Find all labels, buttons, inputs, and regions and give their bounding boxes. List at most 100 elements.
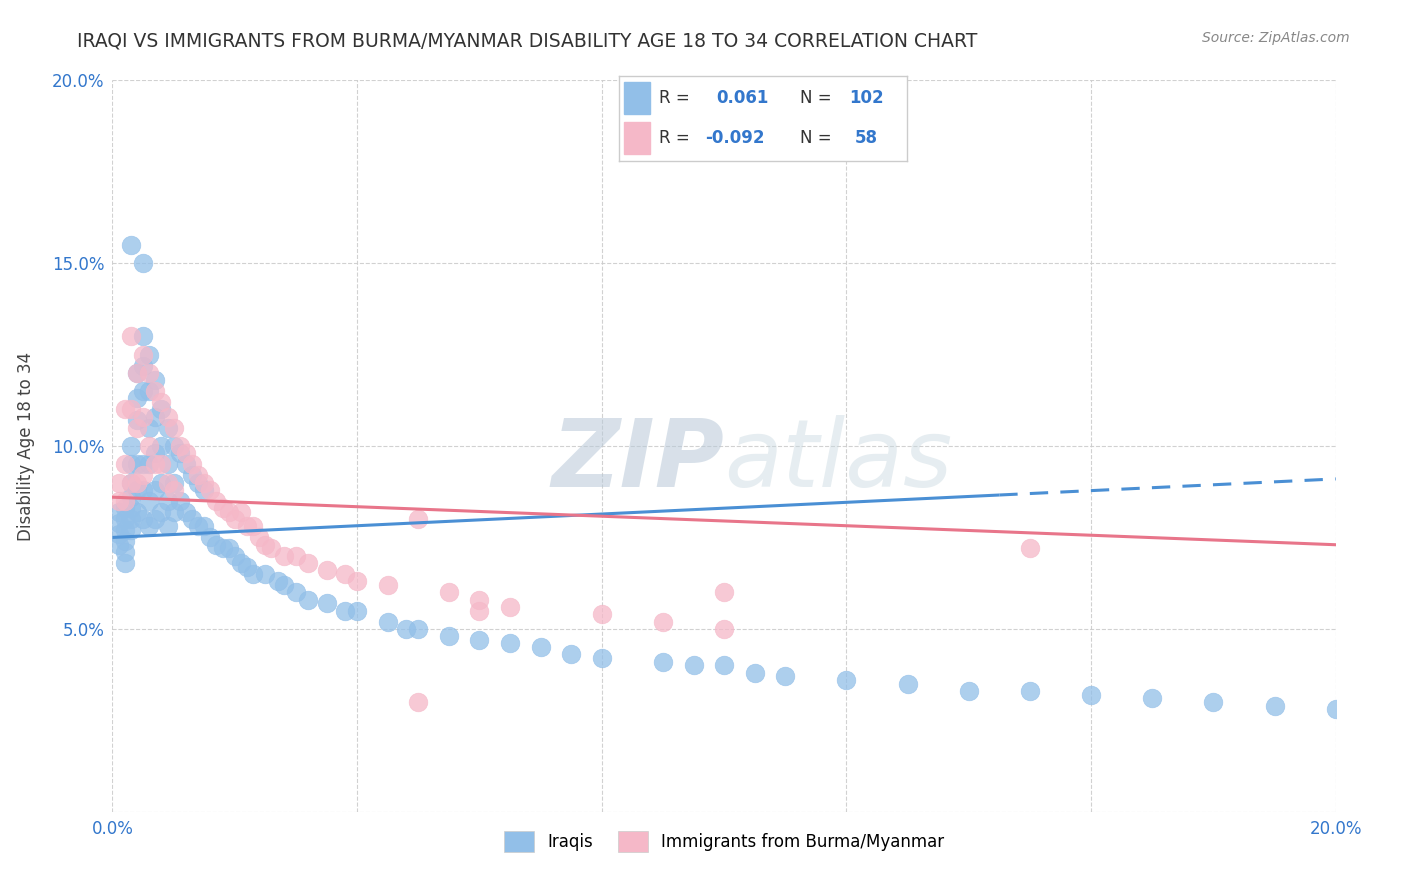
Point — [193, 519, 215, 533]
Point — [897, 676, 920, 690]
Point — [591, 651, 613, 665]
Point — [1018, 541, 1040, 556]
Point — [242, 519, 264, 533]
Point — [138, 519, 160, 533]
Y-axis label: Disability Age 18 to 34: Disability Age 18 to 34 — [17, 351, 35, 541]
Point — [713, 585, 735, 599]
Point — [266, 574, 288, 589]
Point — [377, 578, 399, 592]
Point — [132, 409, 155, 424]
Point — [174, 457, 197, 471]
Point — [377, 615, 399, 629]
Point — [125, 483, 148, 497]
Point — [652, 655, 675, 669]
Point — [156, 457, 179, 471]
Point — [273, 549, 295, 563]
Point — [150, 475, 173, 490]
Point — [114, 512, 136, 526]
Point — [408, 695, 430, 709]
Point — [315, 596, 337, 610]
Point — [1080, 688, 1102, 702]
Point — [132, 483, 155, 497]
Point — [229, 556, 252, 570]
Point — [114, 494, 136, 508]
Point — [395, 622, 418, 636]
Point — [107, 538, 129, 552]
Point — [132, 329, 155, 343]
Point — [205, 494, 228, 508]
Text: Source: ZipAtlas.com: Source: ZipAtlas.com — [1202, 31, 1350, 45]
Point — [132, 347, 155, 362]
Point — [775, 669, 797, 683]
Point — [150, 505, 173, 519]
Point — [591, 607, 613, 622]
Point — [143, 483, 166, 497]
Point — [143, 384, 166, 398]
Point — [200, 530, 222, 544]
Point — [138, 421, 160, 435]
Point — [132, 359, 155, 373]
Point — [132, 256, 155, 270]
Point — [560, 648, 582, 662]
Point — [254, 538, 277, 552]
Point — [132, 457, 155, 471]
Point — [114, 556, 136, 570]
Point — [156, 519, 179, 533]
Text: -0.092: -0.092 — [706, 128, 765, 146]
Point — [408, 512, 430, 526]
Text: N =: N = — [800, 128, 832, 146]
Point — [163, 483, 186, 497]
Point — [181, 512, 204, 526]
Point — [125, 421, 148, 435]
Point — [120, 402, 142, 417]
Point — [125, 392, 148, 406]
Point — [437, 585, 460, 599]
Point — [1324, 702, 1347, 716]
Point — [120, 329, 142, 343]
Point — [346, 603, 368, 617]
Point — [143, 446, 166, 460]
Point — [169, 446, 191, 460]
Point — [236, 559, 259, 574]
Point — [120, 490, 142, 504]
Point — [132, 384, 155, 398]
Point — [236, 519, 259, 533]
Point — [138, 347, 160, 362]
Point — [408, 622, 430, 636]
Point — [120, 475, 142, 490]
Point — [218, 541, 240, 556]
Point — [125, 366, 148, 380]
Point — [143, 512, 166, 526]
Point — [174, 505, 197, 519]
Point — [835, 673, 858, 687]
Point — [143, 409, 166, 424]
Point — [1018, 684, 1040, 698]
Point — [132, 468, 155, 483]
Point — [530, 640, 553, 655]
Text: 102: 102 — [849, 89, 884, 107]
Point — [114, 545, 136, 559]
Point — [120, 475, 142, 490]
Point — [187, 475, 209, 490]
Point — [138, 439, 160, 453]
Point — [181, 468, 204, 483]
Text: N =: N = — [800, 89, 832, 107]
Point — [273, 578, 295, 592]
Point — [169, 494, 191, 508]
Point — [120, 523, 142, 537]
Point — [260, 541, 283, 556]
Point — [138, 494, 160, 508]
Point — [437, 629, 460, 643]
Point — [193, 483, 215, 497]
Point — [156, 409, 179, 424]
Point — [120, 238, 142, 252]
Point — [150, 439, 173, 453]
Point — [297, 592, 319, 607]
Point — [169, 439, 191, 453]
Point — [163, 475, 186, 490]
Point — [205, 538, 228, 552]
Point — [224, 549, 246, 563]
Point — [120, 439, 142, 453]
Point — [315, 563, 337, 577]
Point — [200, 483, 222, 497]
